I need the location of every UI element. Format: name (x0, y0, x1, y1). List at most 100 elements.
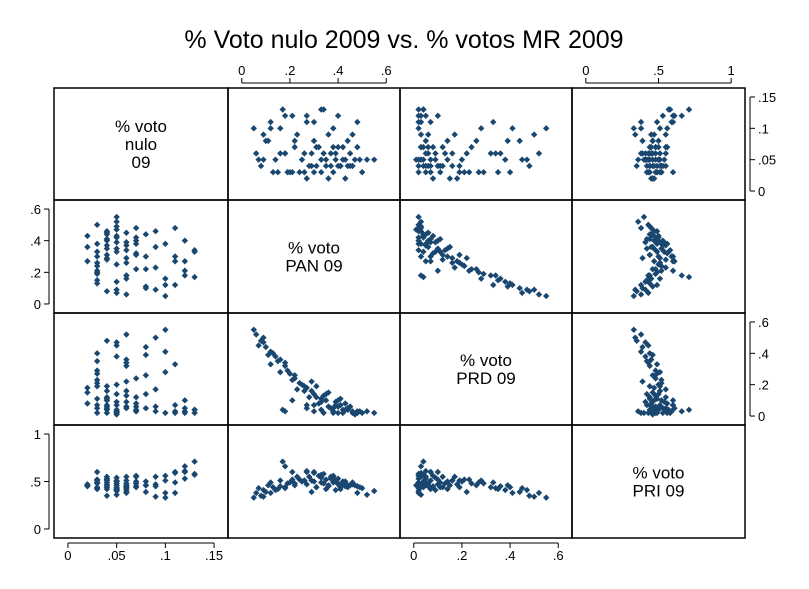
data-point (417, 463, 425, 470)
data-point (262, 343, 270, 351)
data-point (132, 240, 140, 248)
data-point (669, 267, 677, 274)
data-point (439, 143, 446, 151)
data-point (427, 239, 434, 246)
data-point (310, 390, 318, 398)
data-point (253, 150, 260, 157)
data-point (516, 137, 523, 145)
variable-label: 09 (132, 153, 151, 172)
data-point (142, 488, 150, 496)
data-point (642, 156, 649, 163)
data-point (487, 272, 495, 279)
data-point (272, 156, 279, 163)
data-point (260, 486, 267, 494)
data-point (123, 387, 130, 395)
data-point (417, 118, 425, 126)
data-point (152, 286, 159, 293)
data-point (339, 143, 347, 151)
data-point (630, 125, 637, 132)
data-point (123, 480, 130, 487)
data-point (277, 356, 284, 363)
data-point (662, 143, 669, 151)
variable-label: PAN 09 (285, 257, 342, 276)
data-point (289, 376, 296, 384)
x-tick-label: .6 (553, 548, 564, 563)
data-point (113, 213, 120, 221)
data-point (327, 150, 335, 157)
data-point (516, 488, 523, 496)
data-point (437, 235, 444, 243)
data-point (342, 156, 349, 163)
data-point (181, 397, 189, 404)
data-point (649, 229, 656, 236)
data-point (103, 492, 111, 499)
data-point (420, 458, 427, 465)
data-point (665, 106, 672, 113)
data-point (422, 150, 429, 157)
data-point (342, 478, 349, 485)
data-point (649, 283, 656, 290)
data-point (444, 156, 451, 163)
data-point (181, 475, 189, 482)
data-point (310, 169, 318, 176)
data-point (516, 284, 523, 292)
data-point (303, 401, 310, 409)
data-point (642, 339, 649, 346)
data-point (310, 137, 318, 145)
data-point (113, 261, 120, 268)
y-tick-label: .6 (30, 202, 41, 217)
data-point (422, 242, 429, 249)
y-tick-label: .05 (758, 153, 776, 168)
data-point (162, 472, 169, 480)
data-point (103, 383, 111, 390)
data-point (308, 162, 315, 170)
data-point (434, 245, 442, 252)
data-point (530, 286, 538, 293)
data-point (669, 118, 677, 126)
data-point (685, 273, 693, 281)
data-point (642, 286, 649, 293)
data-point (113, 401, 120, 409)
data-point (103, 397, 111, 404)
data-point (661, 248, 668, 255)
data-point (661, 156, 668, 163)
data-point (441, 150, 449, 157)
data-point (649, 351, 656, 359)
data-point (492, 484, 499, 492)
data-point (93, 409, 101, 417)
data-point (477, 275, 485, 282)
data-point (526, 162, 533, 170)
data-point (113, 248, 120, 255)
data-point (661, 398, 668, 406)
y-tick-label: 0 (34, 297, 41, 312)
data-point (363, 156, 371, 163)
data-point (456, 477, 463, 484)
data-point (171, 468, 179, 476)
data-point (648, 143, 655, 151)
data-point (332, 150, 339, 157)
data-point (325, 131, 332, 138)
data-point (346, 403, 354, 410)
data-point (103, 387, 111, 395)
data-point (630, 326, 637, 333)
data-point (685, 106, 693, 113)
data-point (152, 227, 159, 235)
data-point (497, 150, 504, 157)
data-point (662, 264, 669, 271)
data-point (181, 409, 189, 417)
data-point (632, 131, 639, 138)
data-point (315, 400, 323, 407)
data-point (363, 491, 371, 498)
data-point (480, 270, 487, 278)
data-point (325, 482, 332, 489)
data-point (685, 406, 693, 413)
data-point (656, 125, 664, 132)
data-point (342, 175, 349, 182)
data-point (93, 221, 101, 229)
data-point (265, 137, 272, 145)
data-point (444, 137, 451, 145)
data-point (642, 239, 649, 246)
data-point (504, 482, 511, 489)
